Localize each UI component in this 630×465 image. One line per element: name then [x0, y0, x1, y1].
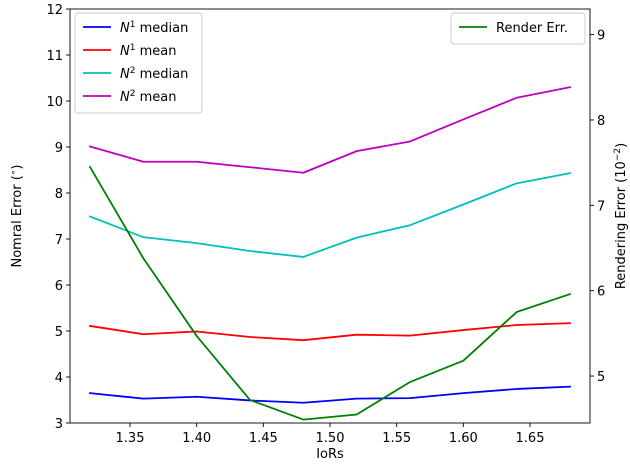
x-tick-label: 1.45 — [249, 431, 278, 446]
left-y-tick-label: 7 — [55, 233, 63, 248]
legend-entry-suffix: mean — [135, 90, 176, 105]
right-y-tick-label: 6 — [597, 285, 605, 300]
left-y-axis-label: Nomral Error (∘) — [9, 164, 25, 267]
series-line-2 — [88, 322, 571, 342]
plot-area — [88, 86, 572, 421]
legend-entry: N1 mean — [120, 43, 176, 59]
left-y-tick-label: 10 — [46, 95, 63, 110]
legend-entry-superscript: 2 — [130, 89, 136, 99]
x-tick-label: 1.40 — [182, 431, 211, 446]
legend-entry-base: N — [120, 90, 130, 105]
legend-entry-base: N — [120, 21, 130, 36]
legend-box-left — [74, 12, 203, 114]
legend-entry-suffix: median — [135, 67, 188, 82]
x-tick-label: 1.60 — [449, 431, 478, 446]
left-y-tick-label: 6 — [55, 279, 63, 294]
right-y-tick-label: 9 — [597, 29, 605, 44]
legend-entry-suffix: mean — [135, 44, 176, 59]
series-line-4 — [88, 86, 572, 174]
series-line-5 — [88, 165, 572, 421]
right-y-label-main: Rendering Error (10 — [614, 161, 629, 289]
left-y-tick-label: 12 — [46, 3, 63, 18]
series-line-3 — [88, 172, 572, 258]
left-y-tick-label: 11 — [46, 49, 63, 64]
x-tick-label: 1.50 — [316, 431, 345, 446]
left-y-tick-label: 3 — [55, 417, 63, 432]
legend-entry-base: N — [120, 67, 130, 82]
left-y-label-main: Nomral Error ( — [10, 175, 25, 267]
legend-entry-superscript: 1 — [130, 20, 136, 30]
left-y-tick-label: 9 — [55, 141, 63, 156]
legend-box-right — [450, 12, 586, 45]
axes: 1.35 1.40 1.45 1.50 1.55 1.60 1.65345678910111… — [9, 3, 629, 462]
legend-entry: N2 median — [120, 66, 188, 82]
right-y-label-superscript: −2 — [613, 148, 623, 161]
legend-entry: N1 median — [120, 20, 188, 36]
left-y-label-end: ) — [10, 164, 25, 169]
right-y-tick-label: 7 — [597, 199, 605, 214]
legend-entry-superscript: 1 — [130, 43, 136, 53]
x-axis-label: IoRs — [316, 447, 344, 462]
series-line-1 — [89, 385, 571, 404]
right-y-label-end: ) — [614, 143, 629, 148]
right-y-axis-label: Rendering Error (10−2) — [613, 143, 629, 289]
left-y-label-superscript: ∘ — [9, 170, 19, 176]
right-y-tick-label: 8 — [597, 114, 605, 129]
legend-entry-suffix: median — [135, 21, 188, 36]
legend-entry: N2 mean — [120, 89, 176, 105]
x-tick-label: 1.35 — [116, 431, 145, 446]
legend-entry-superscript: 2 — [130, 66, 136, 76]
x-tick-label: 1.65 — [516, 431, 545, 446]
legend-entry-base: N — [120, 44, 130, 59]
legend-entry: Render Err. — [496, 21, 568, 36]
left-y-tick-label: 4 — [55, 371, 63, 386]
right-y-tick-label: 5 — [597, 370, 605, 385]
x-tick-label: 1.55 — [382, 431, 411, 446]
left-y-tick-label: 8 — [55, 187, 63, 202]
left-y-tick-label: 5 — [55, 325, 63, 340]
